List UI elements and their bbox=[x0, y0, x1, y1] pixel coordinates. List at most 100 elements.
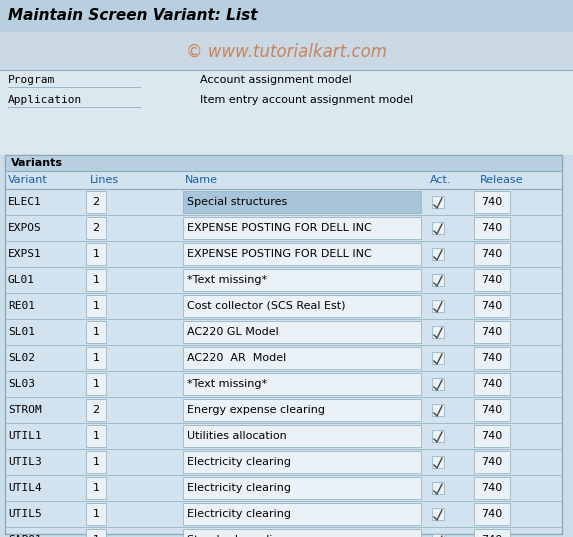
Text: Application: Application bbox=[8, 95, 83, 105]
Text: 740: 740 bbox=[481, 379, 503, 389]
Text: Energy expense clearing: Energy expense clearing bbox=[187, 405, 325, 415]
FancyBboxPatch shape bbox=[474, 217, 510, 239]
FancyBboxPatch shape bbox=[432, 352, 444, 364]
FancyBboxPatch shape bbox=[474, 477, 510, 499]
Text: UTIL3: UTIL3 bbox=[8, 457, 42, 467]
Text: AC220 GL Model: AC220 GL Model bbox=[187, 327, 278, 337]
FancyBboxPatch shape bbox=[474, 295, 510, 317]
FancyBboxPatch shape bbox=[432, 274, 444, 286]
Text: Standard one-line: Standard one-line bbox=[187, 535, 286, 537]
Text: 2: 2 bbox=[92, 223, 100, 233]
Text: GL01: GL01 bbox=[8, 275, 35, 285]
Text: 1: 1 bbox=[92, 327, 100, 337]
Text: EXPOS: EXPOS bbox=[8, 223, 42, 233]
Text: 740: 740 bbox=[481, 353, 503, 363]
FancyBboxPatch shape bbox=[432, 534, 444, 537]
Text: 740: 740 bbox=[481, 223, 503, 233]
Text: Electricity clearing: Electricity clearing bbox=[187, 457, 291, 467]
Text: Item entry account assignment model: Item entry account assignment model bbox=[200, 95, 413, 105]
Text: UTIL1: UTIL1 bbox=[8, 431, 42, 441]
FancyBboxPatch shape bbox=[5, 155, 562, 171]
FancyBboxPatch shape bbox=[432, 404, 444, 416]
Text: SL03: SL03 bbox=[8, 379, 35, 389]
FancyBboxPatch shape bbox=[474, 269, 510, 291]
Text: Maintain Screen Variant: List: Maintain Screen Variant: List bbox=[8, 9, 257, 24]
FancyBboxPatch shape bbox=[86, 295, 106, 317]
Text: ELEC1: ELEC1 bbox=[8, 197, 42, 207]
Text: Name: Name bbox=[185, 175, 218, 185]
FancyBboxPatch shape bbox=[0, 70, 573, 155]
FancyBboxPatch shape bbox=[474, 451, 510, 473]
Text: 740: 740 bbox=[481, 509, 503, 519]
FancyBboxPatch shape bbox=[86, 243, 106, 265]
Text: *Text missing*: *Text missing* bbox=[187, 379, 267, 389]
FancyBboxPatch shape bbox=[86, 269, 106, 291]
Text: 740: 740 bbox=[481, 197, 503, 207]
Text: AC220  AR  Model: AC220 AR Model bbox=[187, 353, 286, 363]
FancyBboxPatch shape bbox=[86, 191, 106, 213]
Text: 740: 740 bbox=[481, 535, 503, 537]
Text: 740: 740 bbox=[481, 457, 503, 467]
FancyBboxPatch shape bbox=[474, 425, 510, 447]
FancyBboxPatch shape bbox=[432, 508, 444, 520]
Text: Special structures: Special structures bbox=[187, 197, 287, 207]
Text: Cost collector (SCS Real Est): Cost collector (SCS Real Est) bbox=[187, 301, 346, 311]
Text: *Text missing*: *Text missing* bbox=[187, 275, 267, 285]
Text: EXPENSE POSTING FOR DELL INC: EXPENSE POSTING FOR DELL INC bbox=[187, 249, 372, 259]
FancyBboxPatch shape bbox=[86, 503, 106, 525]
FancyBboxPatch shape bbox=[86, 347, 106, 369]
Text: 740: 740 bbox=[481, 249, 503, 259]
Text: 740: 740 bbox=[481, 301, 503, 311]
Text: Utilities allocation: Utilities allocation bbox=[187, 431, 286, 441]
FancyBboxPatch shape bbox=[432, 482, 444, 494]
Text: EXPENSE POSTING FOR DELL INC: EXPENSE POSTING FOR DELL INC bbox=[187, 223, 372, 233]
Text: 1: 1 bbox=[92, 301, 100, 311]
FancyBboxPatch shape bbox=[432, 430, 444, 442]
Text: Lines: Lines bbox=[90, 175, 119, 185]
Text: Electricity clearing: Electricity clearing bbox=[187, 483, 291, 493]
Text: 1: 1 bbox=[92, 275, 100, 285]
FancyBboxPatch shape bbox=[183, 503, 421, 525]
Text: STROM: STROM bbox=[8, 405, 42, 415]
FancyBboxPatch shape bbox=[86, 425, 106, 447]
Text: 740: 740 bbox=[481, 405, 503, 415]
FancyBboxPatch shape bbox=[183, 529, 421, 537]
FancyBboxPatch shape bbox=[183, 321, 421, 343]
FancyBboxPatch shape bbox=[432, 196, 444, 208]
Text: 740: 740 bbox=[481, 327, 503, 337]
FancyBboxPatch shape bbox=[183, 451, 421, 473]
Text: 1: 1 bbox=[92, 249, 100, 259]
FancyBboxPatch shape bbox=[474, 243, 510, 265]
FancyBboxPatch shape bbox=[86, 217, 106, 239]
FancyBboxPatch shape bbox=[183, 243, 421, 265]
FancyBboxPatch shape bbox=[183, 191, 421, 213]
Text: UTIL5: UTIL5 bbox=[8, 509, 42, 519]
FancyBboxPatch shape bbox=[432, 222, 444, 234]
FancyBboxPatch shape bbox=[432, 300, 444, 312]
FancyBboxPatch shape bbox=[432, 326, 444, 338]
FancyBboxPatch shape bbox=[183, 373, 421, 395]
FancyBboxPatch shape bbox=[183, 477, 421, 499]
FancyBboxPatch shape bbox=[432, 248, 444, 260]
FancyBboxPatch shape bbox=[183, 217, 421, 239]
Text: Act.: Act. bbox=[430, 175, 452, 185]
FancyBboxPatch shape bbox=[86, 373, 106, 395]
Text: SAP01: SAP01 bbox=[8, 535, 42, 537]
Text: 2: 2 bbox=[92, 405, 100, 415]
Text: 1: 1 bbox=[92, 379, 100, 389]
Text: 1: 1 bbox=[92, 353, 100, 363]
Text: UTIL4: UTIL4 bbox=[8, 483, 42, 493]
FancyBboxPatch shape bbox=[474, 191, 510, 213]
FancyBboxPatch shape bbox=[474, 347, 510, 369]
FancyBboxPatch shape bbox=[183, 295, 421, 317]
FancyBboxPatch shape bbox=[474, 503, 510, 525]
Text: Variants: Variants bbox=[11, 158, 63, 168]
Text: 1: 1 bbox=[92, 457, 100, 467]
Text: 1: 1 bbox=[92, 535, 100, 537]
Text: SL02: SL02 bbox=[8, 353, 35, 363]
FancyBboxPatch shape bbox=[183, 269, 421, 291]
FancyBboxPatch shape bbox=[183, 399, 421, 421]
Text: © www.tutorialkart.com: © www.tutorialkart.com bbox=[186, 43, 387, 61]
FancyBboxPatch shape bbox=[86, 529, 106, 537]
FancyBboxPatch shape bbox=[474, 373, 510, 395]
